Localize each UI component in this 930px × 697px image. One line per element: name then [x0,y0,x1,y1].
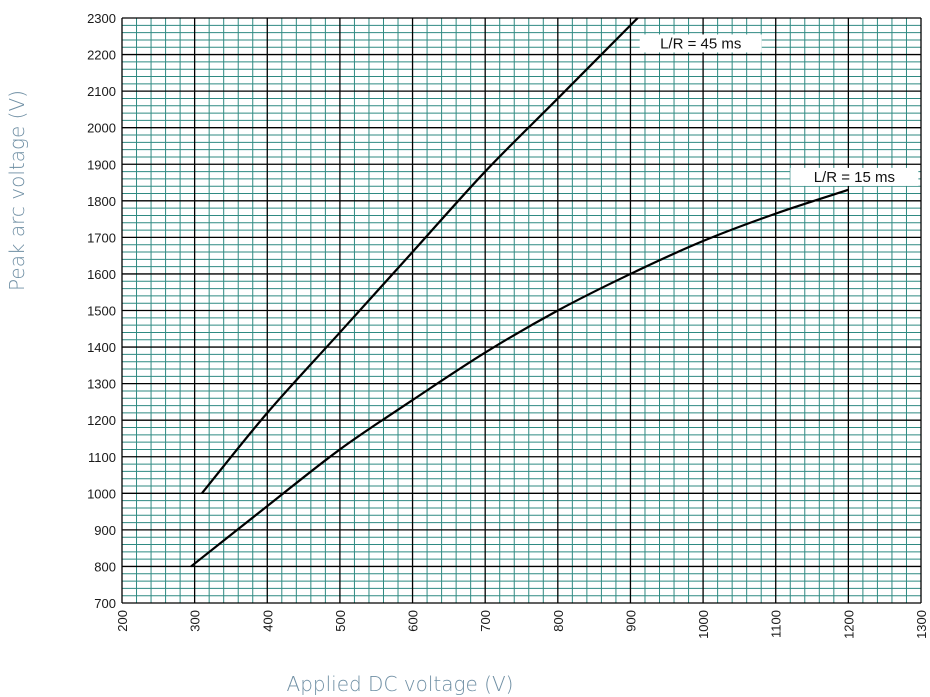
y-tick-label: 1700 [87,230,116,245]
y-tick-label: 2000 [87,121,116,136]
y-tick-label: 1000 [87,486,116,501]
y-tick-label: 800 [94,559,116,574]
y-tick-labels: 700 800 900 1000 1100 1200 1300 1400 1500 1600 170… [87,11,116,611]
y-tick-label: 900 [94,523,116,538]
y-tick-label: 700 [94,596,116,611]
y-tick-label: 1800 [87,194,116,209]
major-grid [121,17,922,604]
y-tick-label: 1500 [87,304,116,319]
annotations: L/R = 45 ms L/R = 15 ms [639,34,919,186]
x-tick-labels: 200 300 400 500 600 700 800 900 1000 1100 1200 1300 [115,610,929,639]
series-line-2 [190,188,849,568]
annotation-label-1: L/R = 45 ms [660,35,741,52]
y-tick-label: 2100 [87,84,116,99]
y-tick-label: 2200 [87,48,116,63]
annotation-box-1 [639,34,762,53]
series-line-1 [201,17,639,495]
y-tick-label: 2300 [87,11,116,26]
annotation-label-2: L/R = 15 ms [814,169,895,186]
y-tick-label: 1900 [87,157,116,172]
x-tick-label: 200 [115,610,130,632]
x-tick-label: 1200 [841,610,856,639]
x-tick-label: 600 [406,610,421,632]
x-tick-label: 900 [623,610,638,632]
x-tick-label: 500 [333,610,348,632]
x-tick-label: 400 [260,610,275,632]
x-tick-label: 1100 [769,610,784,638]
x-tick-label: 300 [188,610,203,632]
x-tick-label: 800 [551,610,566,632]
series-layer [190,17,849,568]
annotation-box-2 [790,167,919,186]
x-axis-title: Applied DC voltage (V) [287,672,514,696]
y-tick-label: 1100 [88,450,116,465]
y-tick-label: 1400 [87,340,116,355]
y-tick-label: 1200 [87,413,116,428]
x-tick-label: 1300 [914,610,929,639]
x-tick-label: 700 [478,610,493,632]
y-tick-label: 1300 [87,377,116,392]
y-tick-label: 1600 [87,267,116,282]
y-axis-title: Peak arc voltage (V) [5,90,29,291]
x-tick-label: 1000 [696,610,711,639]
